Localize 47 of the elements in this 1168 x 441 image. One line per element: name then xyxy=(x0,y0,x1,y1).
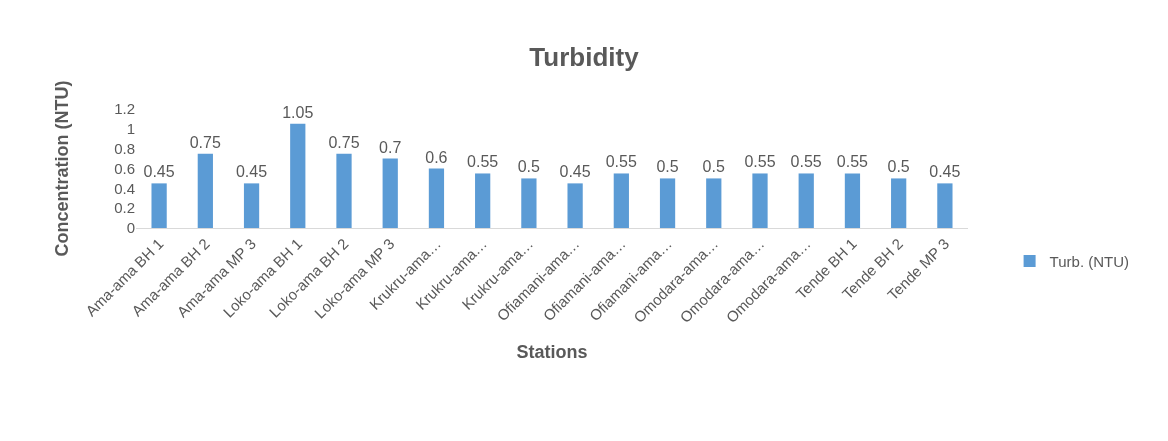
x-axis-title: Stations xyxy=(516,342,588,363)
bar xyxy=(613,173,629,228)
y-tick-label: 0.2 xyxy=(114,199,135,217)
data-label: 0.45 xyxy=(143,163,175,181)
y-tick-label: 0.8 xyxy=(114,139,135,157)
data-label: 0.5 xyxy=(702,158,725,176)
bar xyxy=(891,178,907,228)
y-tick-label: 0 xyxy=(126,219,135,237)
data-label: 0.55 xyxy=(605,153,637,171)
bar xyxy=(567,183,583,228)
bar xyxy=(798,173,814,228)
y-tick-label: 0.6 xyxy=(114,159,135,177)
data-label: 0.55 xyxy=(790,153,822,171)
data-label: 1.05 xyxy=(282,103,314,121)
data-label: 0.5 xyxy=(656,158,679,176)
data-label: 0.55 xyxy=(467,153,499,171)
data-label: 0.55 xyxy=(836,153,869,171)
bar xyxy=(752,173,768,228)
bar xyxy=(706,178,722,228)
bar xyxy=(521,178,537,228)
bar xyxy=(428,168,445,228)
bar xyxy=(151,183,167,228)
bar xyxy=(844,173,861,228)
y-tick-label: 1.2 xyxy=(114,100,135,118)
y-axis-title: Concentration (NTU) xyxy=(52,80,73,257)
legend-label: Turb. (NTU) xyxy=(1049,252,1130,270)
bar xyxy=(659,178,676,228)
data-label: 0.75 xyxy=(328,133,360,151)
bar xyxy=(290,123,306,228)
data-label: 0.75 xyxy=(189,133,221,151)
data-label: 0.7 xyxy=(379,138,402,156)
bar xyxy=(475,173,491,228)
data-label: 0.5 xyxy=(517,158,541,176)
bar xyxy=(937,183,953,228)
y-tick-label: 1 xyxy=(126,120,135,138)
data-label: 0.55 xyxy=(744,153,776,171)
data-label: 0.5 xyxy=(887,158,910,176)
data-label: 0.45 xyxy=(235,163,268,181)
data-label: 0.45 xyxy=(559,163,591,181)
bar xyxy=(336,153,352,228)
data-label: 0.6 xyxy=(425,148,448,166)
bar xyxy=(382,158,398,228)
bar xyxy=(197,153,213,228)
y-tick-label: 0.4 xyxy=(114,179,135,197)
data-label: 0.45 xyxy=(929,163,961,181)
chart-title: Turbidity xyxy=(529,42,640,73)
bar xyxy=(243,183,260,228)
